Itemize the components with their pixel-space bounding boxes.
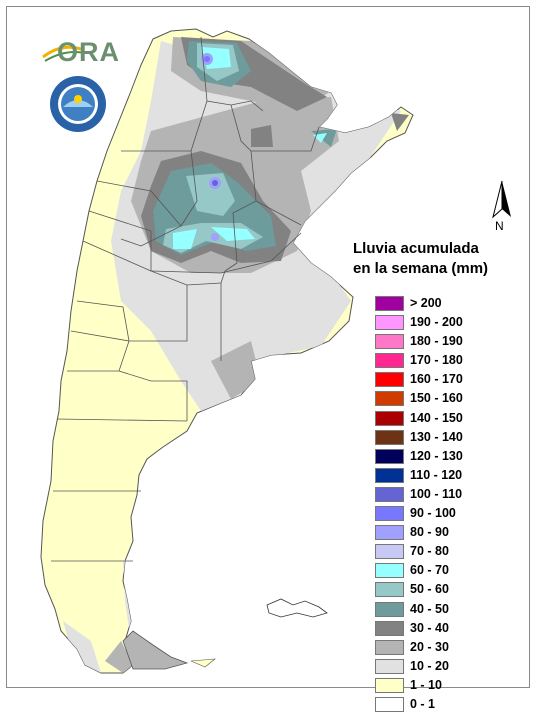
legend-label: 190 - 200: [410, 315, 463, 330]
islas-malvinas: [266, 598, 328, 618]
ora-logo-text: ORA: [57, 37, 120, 67]
legend-label: 100 - 110: [410, 486, 463, 501]
legend-item: 1 - 10: [375, 677, 525, 696]
legend-swatch: [375, 677, 404, 693]
legend-item: 160 - 170: [375, 371, 525, 390]
argentina-rainfall-map: [40, 28, 414, 674]
legend-label: 170 - 180: [410, 353, 463, 368]
legend-swatch: [375, 506, 404, 522]
legend-title-line2: en la semana (mm): [353, 260, 489, 277]
legend-swatch: [375, 525, 404, 541]
legend-swatch: [375, 334, 404, 350]
legend-label: 140 - 150: [410, 410, 463, 425]
legend-title-line1: Lluvia acumulada: [353, 240, 479, 257]
legend-label: 20 - 30: [410, 639, 449, 654]
legend: > 200 190 - 200 180 - 190 170 - 180 160 - 17…: [375, 295, 525, 715]
legend-label: 30 - 40: [410, 620, 449, 635]
legend-label: 130 - 140: [410, 429, 463, 444]
province-boundaries: [51, 36, 320, 562]
legend-label: 0 - 1: [410, 696, 436, 711]
legend-item: 80 - 90: [375, 524, 525, 543]
legend-item: 40 - 50: [375, 601, 525, 620]
legend-label: 120 - 130: [410, 448, 463, 463]
legend-label: 180 - 190: [410, 334, 463, 349]
legend-swatch: [375, 296, 404, 311]
legend-label: 60 - 70: [410, 563, 449, 578]
legend-item: 150 - 160: [375, 390, 525, 409]
legend-swatch: [375, 315, 404, 331]
legend-item: > 200: [375, 295, 525, 314]
legend-swatch: [375, 620, 404, 636]
legend-swatch: [375, 410, 404, 426]
legend-item: 140 - 150: [375, 410, 525, 429]
legend-swatch: [375, 353, 404, 369]
legend-item: 170 - 180: [375, 352, 525, 371]
legend-item: 110 - 120: [375, 467, 525, 486]
legend-item: 50 - 60: [375, 581, 525, 600]
legend-swatch: [375, 544, 404, 560]
legend-label: 110 - 120: [410, 467, 463, 482]
ministry-seal-icon: [49, 75, 107, 133]
legend-swatch: [375, 391, 404, 407]
legend-item: 20 - 30: [375, 639, 525, 658]
legend-item: 100 - 110: [375, 486, 525, 505]
legend-label: 90 - 100: [410, 506, 456, 521]
legend-item: 190 - 200: [375, 314, 525, 333]
map-frame: ORA N Lluvia acumulada en la semana (mm)…: [6, 6, 530, 712]
legend-swatch: [375, 563, 404, 579]
legend-swatch: [375, 448, 404, 464]
legend-label: 40 - 50: [410, 601, 449, 616]
legend-item: 60 - 70: [375, 562, 525, 581]
legend-swatch: [375, 639, 404, 655]
legend-swatch: [375, 372, 404, 388]
legend-swatch: [375, 696, 404, 712]
rainfall-contours: [63, 37, 409, 673]
legend-item: 120 - 130: [375, 448, 525, 467]
legend-item: 10 - 20: [375, 658, 525, 677]
ora-logo: [41, 37, 111, 67]
legend-swatch: [375, 601, 404, 617]
legend-label: 80 - 90: [410, 525, 449, 540]
legend-label: 160 - 170: [410, 372, 463, 387]
legend-label: 150 - 160: [410, 391, 463, 406]
legend-swatch: [375, 467, 404, 483]
legend-label: > 200: [410, 296, 442, 310]
legend-item: 130 - 140: [375, 429, 525, 448]
legend-swatch: [375, 658, 404, 674]
legend-label: 50 - 60: [410, 582, 449, 597]
legend-swatch: [375, 582, 404, 598]
legend-swatch: [375, 429, 404, 445]
legend-item: 90 - 100: [375, 505, 525, 524]
isla-de-los-estados: [190, 658, 216, 668]
legend-label: 1 - 10: [410, 677, 442, 692]
tierra-del-fuego: [122, 630, 189, 670]
legend-swatch: [375, 486, 404, 502]
legend-label: 70 - 80: [410, 544, 449, 559]
legend-item: 0 - 1: [375, 696, 525, 715]
north-arrow-icon: [487, 179, 517, 235]
north-label: N: [495, 219, 504, 233]
legend-item: 70 - 80: [375, 543, 525, 562]
legend-label: 10 - 20: [410, 658, 449, 673]
legend-item: 180 - 190: [375, 333, 525, 352]
legend-item: 30 - 40: [375, 620, 525, 639]
